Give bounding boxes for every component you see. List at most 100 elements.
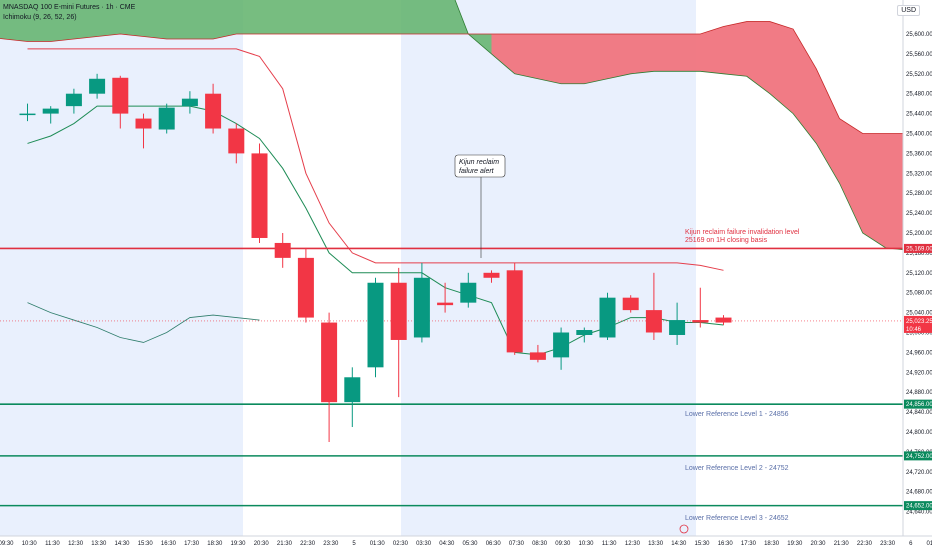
callout-text: Kijun reclaim: [459, 159, 499, 166]
price-tick-label: 25,600.00: [906, 32, 932, 38]
price-level-badge-label: 25,169.00: [906, 246, 932, 252]
time-tick-label: 03:30: [416, 541, 432, 547]
time-tick-label: 21:30: [834, 541, 850, 547]
senkou-span-a: [454, 0, 910, 251]
lower-level-2-label: Lower Reference Level 2 - 24752: [685, 465, 789, 472]
price-tick-label: 25,400.00: [906, 132, 932, 138]
time-tick-label: 10:30: [22, 541, 38, 547]
price-level-badge: [904, 243, 932, 253]
candle-body[interactable]: [622, 297, 639, 311]
time-tick-label: 11:30: [45, 541, 60, 547]
candle-body[interactable]: [251, 153, 268, 238]
time-tick-label: 08:30: [532, 541, 548, 547]
candle-body[interactable]: [321, 322, 338, 403]
candle-body[interactable]: [135, 118, 152, 129]
cloud-bullish: [0, 0, 492, 54]
time-axis[interactable]: [0, 536, 932, 550]
price-tick-label: 25,240.00: [906, 211, 932, 217]
time-tick-label: 20:30: [810, 541, 826, 547]
candle-body[interactable]: [460, 282, 477, 303]
candle-body[interactable]: [576, 330, 593, 335]
price-tick-label: 25,000.00: [906, 331, 932, 337]
chikou-line: [27, 302, 260, 343]
time-tick-label: 09:30: [0, 541, 14, 547]
invalidation-label: 25169 on 1H closing basis: [685, 237, 768, 244]
price-level-badge-label: 24,752.00: [906, 454, 932, 460]
candle-body[interactable]: [437, 302, 454, 306]
price-tick-label: 25,360.00: [906, 151, 932, 157]
price-tick-label: 24,720.00: [906, 470, 932, 476]
price-level-badge: [904, 399, 932, 409]
time-tick-label: 19:30: [230, 541, 246, 547]
time-tick-label: 16:30: [718, 541, 734, 547]
time-tick-label: 15:30: [138, 541, 154, 547]
time-tick-label: 14:30: [671, 541, 687, 547]
time-tick-label: 21:30: [277, 541, 293, 547]
currency-button[interactable]: USD: [897, 5, 920, 16]
time-tick-label: 17:30: [741, 541, 757, 547]
current-price-badge: [904, 315, 932, 333]
time-tick-label: 07:30: [509, 541, 525, 547]
time-tick-label: 01:30: [926, 541, 932, 547]
candle-body[interactable]: [413, 277, 430, 338]
price-tick-label: 25,440.00: [906, 112, 932, 118]
candle-body[interactable]: [390, 282, 407, 340]
price-tick-label: 24,880.00: [906, 390, 932, 396]
candle-body[interactable]: [89, 78, 106, 94]
price-tick-label: 24,960.00: [906, 350, 932, 356]
candle-body[interactable]: [19, 113, 36, 116]
time-tick-label: 12:30: [68, 541, 84, 547]
price-tick-label: 25,520.00: [906, 72, 932, 78]
candle-body[interactable]: [506, 270, 523, 353]
price-tick-label: 24,920.00: [906, 370, 932, 376]
candle-body[interactable]: [645, 310, 662, 333]
candle-body[interactable]: [158, 107, 175, 130]
candle-body[interactable]: [344, 377, 361, 403]
replay-icon[interactable]: [679, 524, 689, 534]
price-tick-label: 24,800.00: [906, 430, 932, 436]
candle-body[interactable]: [274, 242, 291, 258]
price-tick-label: 25,160.00: [906, 251, 932, 257]
candle-body[interactable]: [483, 272, 500, 278]
time-tick-label: 04:30: [439, 541, 455, 547]
price-tick-label: 25,480.00: [906, 92, 932, 98]
candle-body[interactable]: [42, 108, 59, 114]
candle-body[interactable]: [181, 98, 198, 107]
price-level-badge: [904, 451, 932, 461]
price-level-badge-label: 24,856.00: [906, 402, 932, 408]
candle-body[interactable]: [715, 317, 732, 323]
time-tick-label: 19:30: [787, 541, 803, 547]
price-tick-label: 24,680.00: [906, 490, 932, 496]
time-tick-label: 11:30: [602, 541, 617, 547]
tenkan-line: [27, 48, 724, 271]
candle-body[interactable]: [669, 320, 686, 335]
candle-body[interactable]: [112, 77, 129, 114]
candle-body[interactable]: [297, 257, 314, 318]
candle-body[interactable]: [553, 332, 570, 358]
callout-text: failure alert: [459, 168, 495, 175]
candle-body[interactable]: [599, 297, 616, 338]
price-tick-label: 25,040.00: [906, 311, 932, 317]
time-tick-label: 01:30: [370, 541, 386, 547]
candle-body[interactable]: [367, 282, 384, 368]
chart-legend: MNASDAQ 100 E-mini Futures · 1h · CME Ic…: [3, 3, 135, 23]
time-tick-label: 14:30: [114, 541, 130, 547]
bar-countdown-label: 10:46: [906, 327, 922, 333]
time-tick-label: 18:30: [207, 541, 223, 547]
time-tick-label: 13:30: [648, 541, 664, 547]
time-tick-label: 15:30: [694, 541, 710, 547]
candle-body[interactable]: [65, 93, 82, 107]
senkou-span-b: [0, 21, 910, 134]
price-tick-label: 25,080.00: [906, 291, 932, 297]
time-tick-label: 23:30: [880, 541, 896, 547]
price-tick-label: 25,280.00: [906, 191, 932, 197]
candle-body[interactable]: [692, 320, 709, 323]
candle-body[interactable]: [228, 128, 245, 154]
candle-body[interactable]: [529, 352, 546, 360]
time-tick-label: 22:30: [857, 541, 873, 547]
time-tick-label: 13:30: [91, 541, 107, 547]
candle-body[interactable]: [205, 93, 222, 129]
time-tick-label: 12:30: [625, 541, 641, 547]
time-tick-label: 17:30: [184, 541, 200, 547]
